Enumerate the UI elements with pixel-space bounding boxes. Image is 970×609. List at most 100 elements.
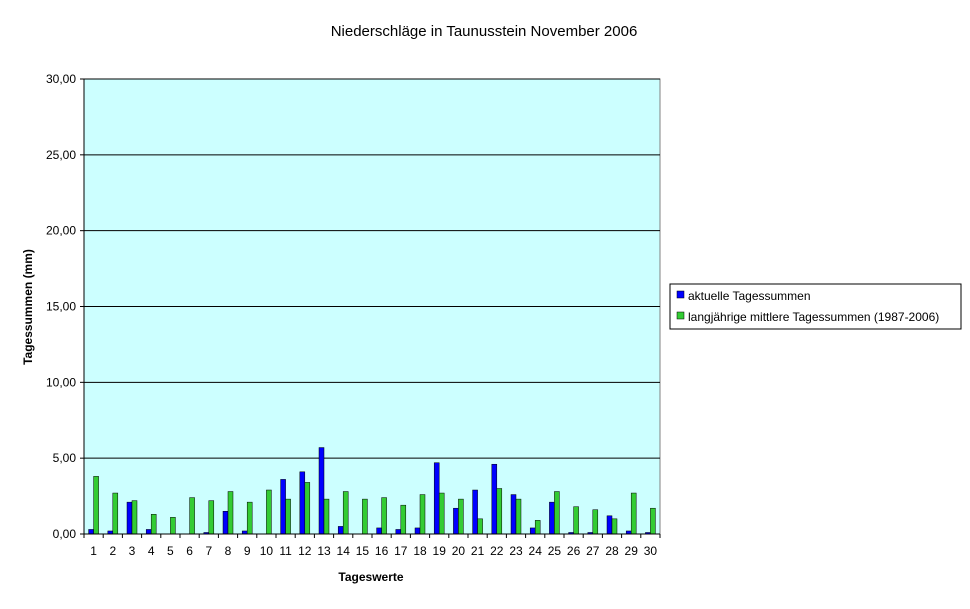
x-tick-label: 13: [317, 544, 331, 558]
x-tick-label: 7: [205, 544, 212, 558]
bar-series1-day-25: [549, 501, 555, 535]
bar-series2-day-28: [611, 518, 618, 535]
bar-series1-day-18: [414, 527, 421, 535]
y-axis-ticks: 0,00 5,00 10,00 15,00 20,00 25,00 30,00: [46, 72, 84, 541]
chart-title: Niederschläge in Taunusstein November 20…: [331, 23, 638, 40]
bar-series2-day-20: [458, 498, 464, 535]
legend-items: aktuelle Tagessummen langjährige mittlere…: [676, 289, 939, 324]
x-tick-label: 14: [337, 544, 351, 558]
bar-series1-day-12: [299, 471, 306, 535]
bar-series2-day-17: [400, 504, 407, 535]
bar-series2-day-8: [227, 491, 234, 535]
x-tick-label: 10: [260, 544, 274, 558]
bar-series2-day-19: [438, 492, 445, 535]
bar-series2-day-7: [208, 500, 215, 535]
y-tick-label: 5,00: [53, 451, 77, 465]
y-tick-label: 20,00: [46, 224, 76, 238]
bar-series2-day-1: [93, 476, 99, 535]
x-tick-label: 25: [548, 544, 562, 558]
y-tick-label: 30,00: [46, 72, 76, 86]
x-tick-label: 8: [225, 544, 232, 558]
x-tick-label: 22: [490, 544, 504, 558]
x-tick-label: 18: [413, 544, 427, 558]
bar-series2-day-3: [131, 500, 138, 535]
y-tick-label: 25,00: [46, 148, 76, 162]
bar-series1-day-19: [433, 462, 440, 535]
bar-series2-day-21: [477, 518, 483, 535]
legend-label: aktuelle Tagessummen: [688, 289, 811, 303]
bar-series2-day-6: [189, 497, 195, 535]
bar-series1-day-23: [510, 494, 517, 535]
y-tick-label: 10,00: [46, 375, 76, 389]
bar-series2-day-2: [112, 492, 119, 535]
gridlines: [84, 78, 660, 459]
bar-series2-day-22: [496, 488, 503, 535]
x-tick-label: 29: [625, 544, 639, 558]
bar-series1-day-21: [472, 489, 478, 535]
x-tick-label: 16: [375, 544, 389, 558]
y-tick-label: 0,00: [53, 527, 77, 541]
bar-series2-day-18: [419, 494, 426, 535]
x-tick-label: 5: [167, 544, 174, 558]
x-tick-label: 4: [148, 544, 155, 558]
x-tick-label: 23: [509, 544, 523, 558]
x-tick-label: 15: [356, 544, 370, 558]
x-tick-label: 17: [394, 544, 408, 558]
bar-series2-day-16: [381, 497, 387, 535]
x-axis-label: Tageswerte: [338, 570, 403, 584]
x-tick-label: 11: [279, 544, 292, 558]
x-tick-label: 21: [471, 544, 485, 558]
bars: [88, 447, 656, 535]
bar-series1-day-4: [145, 529, 152, 535]
bar-series1-day-17: [395, 529, 402, 535]
legend-swatch: [676, 290, 685, 299]
bar-series2-day-25: [554, 491, 560, 535]
bar-series2-day-26: [573, 506, 579, 535]
x-tick-label: 30: [644, 544, 658, 558]
bar-series1-day-1: [88, 529, 94, 535]
bar-series2-day-9: [246, 501, 253, 535]
x-tick-label: 3: [129, 544, 136, 558]
bar-series2-day-4: [150, 514, 157, 535]
bar-series2-day-29: [630, 492, 637, 535]
bar-series2-day-12: [304, 482, 311, 535]
x-tick-label: 12: [298, 544, 312, 558]
x-tick-label: 6: [186, 544, 193, 558]
bar-series1-day-3: [126, 501, 133, 535]
legend-swatch: [676, 311, 685, 320]
bar-series2-day-27: [592, 509, 599, 535]
x-axis-ticks: 1 2 3 4 5 6 7 8 9 10 11 12 13 14 15 16 17 18 19 20 21 22 23 24 2…: [83, 534, 661, 558]
bar-series1-day-24: [529, 527, 536, 535]
bar-series1-day-22: [491, 463, 498, 535]
bar-series1-day-8: [222, 511, 229, 535]
bar-series2-day-11: [285, 498, 291, 535]
bar-series2-day-14: [342, 491, 349, 535]
bar-series1-day-16: [376, 527, 382, 535]
x-tick-label: 26: [567, 544, 581, 558]
bar-series1-day-28: [606, 515, 613, 535]
legend: aktuelle Tagessummen langjährige mittlere…: [669, 283, 962, 330]
bar-series2-day-23: [515, 498, 522, 535]
bar-series1-day-20: [453, 507, 459, 535]
bar-series1-day-14: [337, 526, 344, 535]
x-tick-label: 27: [586, 544, 600, 558]
y-tick-label: 15,00: [46, 300, 76, 314]
bar-series1-day-13: [318, 447, 325, 535]
x-tick-label: 20: [452, 544, 466, 558]
bar-series2-day-13: [323, 498, 330, 535]
x-tick-label: 1: [90, 544, 97, 558]
bar-series2-day-5: [170, 517, 176, 535]
bar-series1-day-11: [280, 479, 286, 535]
x-tick-label: 9: [244, 544, 251, 558]
bar-series2-day-30: [650, 507, 656, 535]
bar-series2-day-10: [266, 489, 272, 535]
bar-series2-day-15: [362, 498, 368, 535]
x-tick-label: 24: [529, 544, 543, 558]
legend-box: [669, 283, 962, 330]
legend-label: langjährige mittlere Tagessummen (1987-2…: [688, 310, 939, 324]
y-axis-label: Tagessummen (mm): [21, 249, 35, 365]
bar-series2-day-24: [534, 520, 541, 535]
x-tick-label: 2: [109, 544, 116, 558]
